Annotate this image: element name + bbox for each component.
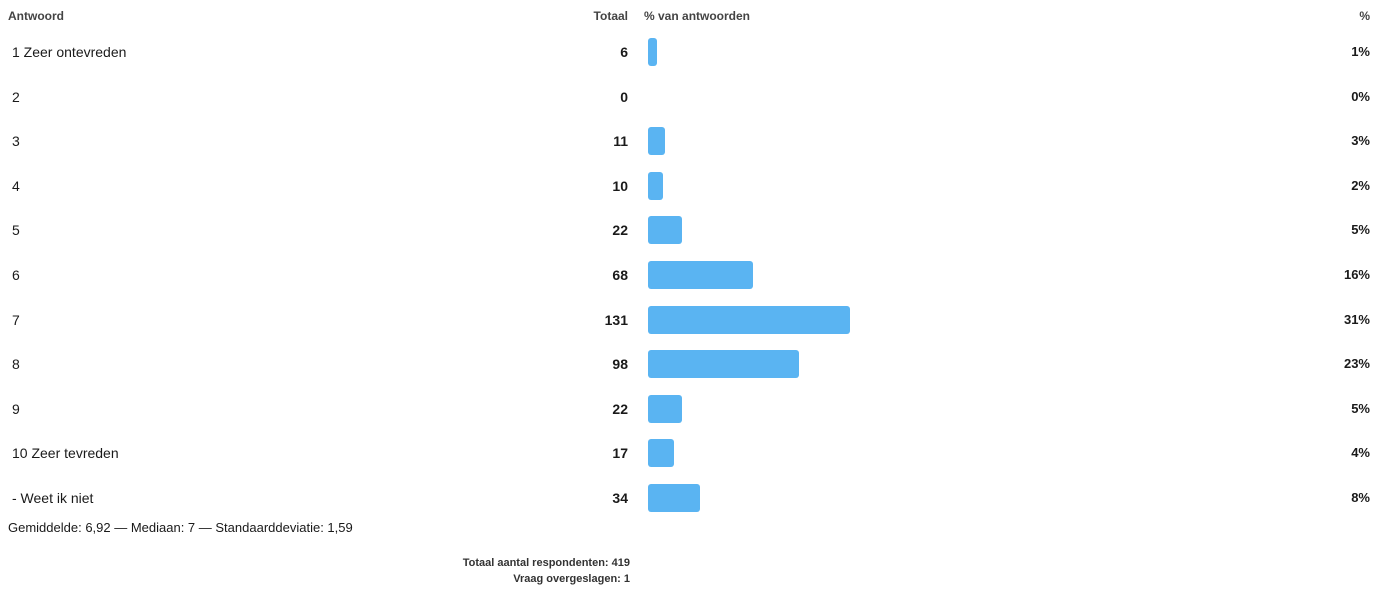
answer-label: 6 xyxy=(12,267,20,283)
table-row: 5 22 5% xyxy=(0,208,1388,252)
table-row: 9 22 5% xyxy=(0,387,1388,431)
answer-label: 4 xyxy=(12,177,20,194)
answer-label: 5 xyxy=(12,222,20,239)
percent-bar xyxy=(648,484,700,512)
percent-value: 5% xyxy=(1351,222,1370,238)
answer-label: 9 xyxy=(12,400,20,417)
percent-bar xyxy=(648,439,674,468)
table-row: 10 Zeer tevreden 17 4% xyxy=(0,431,1388,475)
table-row: - Weet ik niet 34 8% xyxy=(0,476,1388,520)
total-header: Totaal xyxy=(593,9,628,23)
table-row: 8 98 23% xyxy=(0,342,1388,386)
skipped-count: Vraag overgeslagen: 1 xyxy=(513,573,630,585)
total-value: 10 xyxy=(612,177,628,194)
percent-bar xyxy=(648,261,753,289)
percent-bar xyxy=(648,216,682,245)
percent-bar xyxy=(648,305,850,334)
total-value: 17 xyxy=(612,445,628,462)
percent-value: 2% xyxy=(1351,177,1370,193)
total-value: 11 xyxy=(613,133,628,150)
total-value: 131 xyxy=(604,311,628,328)
total-value: 6 xyxy=(620,44,628,60)
total-value: 22 xyxy=(612,222,628,239)
total-respondents: Totaal aantal respondenten: 419 xyxy=(462,557,630,569)
table-row: 2 0 0% xyxy=(0,75,1388,119)
total-value: 98 xyxy=(612,356,628,373)
table-row: 7 131 31% xyxy=(0,298,1388,342)
table-row: 3 11 3% xyxy=(0,119,1388,163)
percent-value: 0% xyxy=(1351,88,1370,104)
percent-value: 8% xyxy=(1351,490,1370,505)
table-row: 6 68 16% xyxy=(0,253,1388,297)
answer-label: - Weet ik niet xyxy=(12,490,94,506)
percent-value: 31% xyxy=(1343,311,1370,327)
answer-label: 1 Zeer ontevreden xyxy=(12,44,127,60)
percent-of-answers-header: % van antwoorden xyxy=(644,9,751,23)
answer-header: Antwoord xyxy=(8,9,64,23)
percent-value: 23% xyxy=(1343,356,1370,372)
percent-bar xyxy=(648,350,799,379)
table-row: 1 Zeer ontevreden 6 1% xyxy=(0,30,1388,74)
percent-bar xyxy=(648,394,682,423)
percent-bar xyxy=(648,171,663,200)
percent-bar xyxy=(648,38,657,66)
percent-value: 4% xyxy=(1351,445,1370,461)
answer-label: 2 xyxy=(12,88,20,105)
percent-header: % xyxy=(1359,9,1370,23)
table-row: 4 10 2% xyxy=(0,164,1388,208)
answer-label: 7 xyxy=(12,311,20,328)
percent-value: 16% xyxy=(1343,267,1370,282)
total-value: 68 xyxy=(612,267,628,283)
total-value: 0 xyxy=(620,88,628,105)
answer-label: 8 xyxy=(12,356,20,373)
percent-value: 3% xyxy=(1351,133,1370,149)
answer-label: 10 Zeer tevreden xyxy=(12,445,119,462)
percent-bar xyxy=(648,127,665,156)
percent-value: 5% xyxy=(1351,400,1370,416)
summary-statistics: Gemiddelde: 6,92 — Mediaan: 7 — Standaar… xyxy=(8,520,353,535)
total-value: 34 xyxy=(612,490,628,506)
total-value: 22 xyxy=(612,400,628,417)
percent-value: 1% xyxy=(1351,44,1370,59)
answer-label: 3 xyxy=(12,133,20,150)
